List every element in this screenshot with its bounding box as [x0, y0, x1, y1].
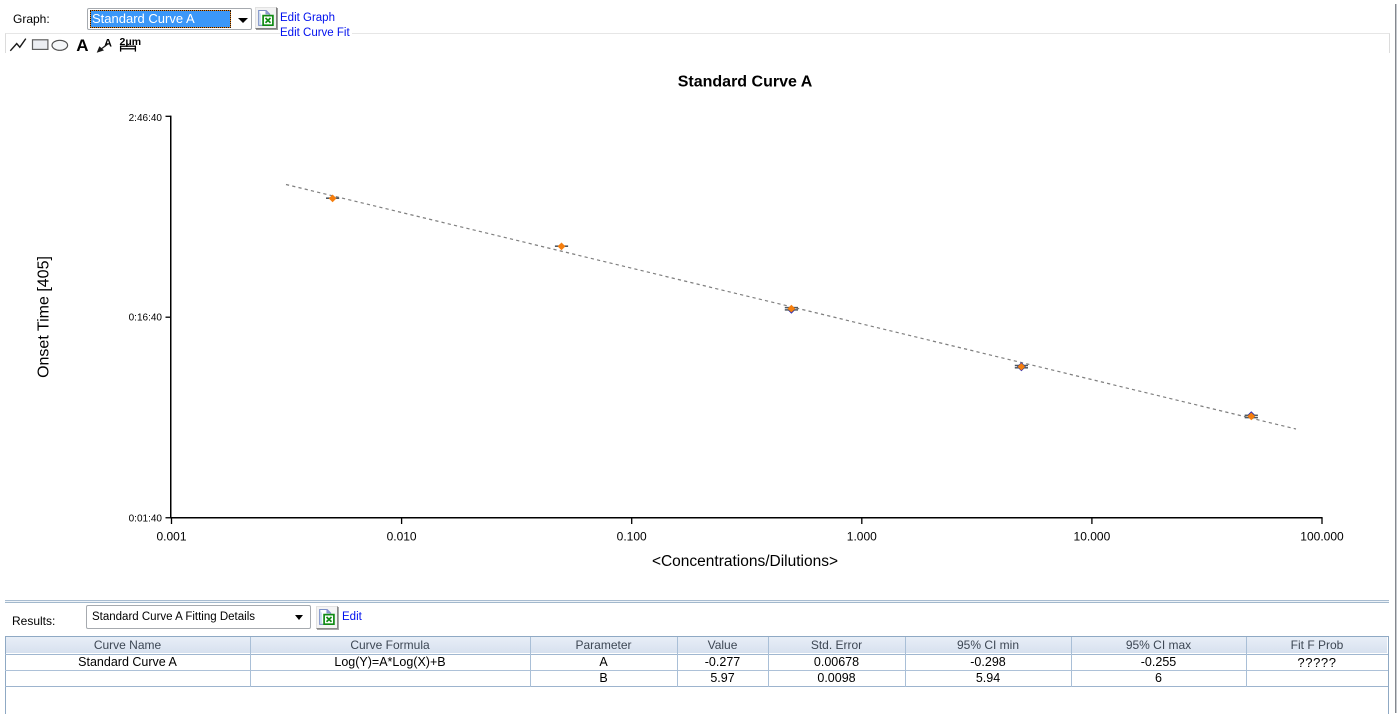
svg-text:0:01:40: 0:01:40 — [129, 513, 163, 524]
svg-text:0.010: 0.010 — [387, 530, 417, 544]
svg-text:100.000: 100.000 — [1300, 530, 1344, 544]
svg-text:0:16:40: 0:16:40 — [129, 313, 163, 324]
svg-text:Standard Curve A: Standard Curve A — [678, 74, 813, 91]
svg-text:<Concentrations/Dilutions>: <Concentrations/Dilutions> — [652, 553, 838, 570]
svg-text:2μm: 2μm — [120, 36, 142, 48]
svg-text:Onset Time [405]: Onset Time [405] — [36, 256, 53, 378]
svg-text:1.000: 1.000 — [847, 530, 877, 544]
svg-text:10.000: 10.000 — [1074, 530, 1111, 544]
svg-text:0.001: 0.001 — [156, 530, 186, 544]
svg-text:A: A — [76, 36, 88, 55]
svg-text:2:46:40: 2:46:40 — [129, 113, 163, 124]
svg-text:0.100: 0.100 — [617, 530, 647, 544]
